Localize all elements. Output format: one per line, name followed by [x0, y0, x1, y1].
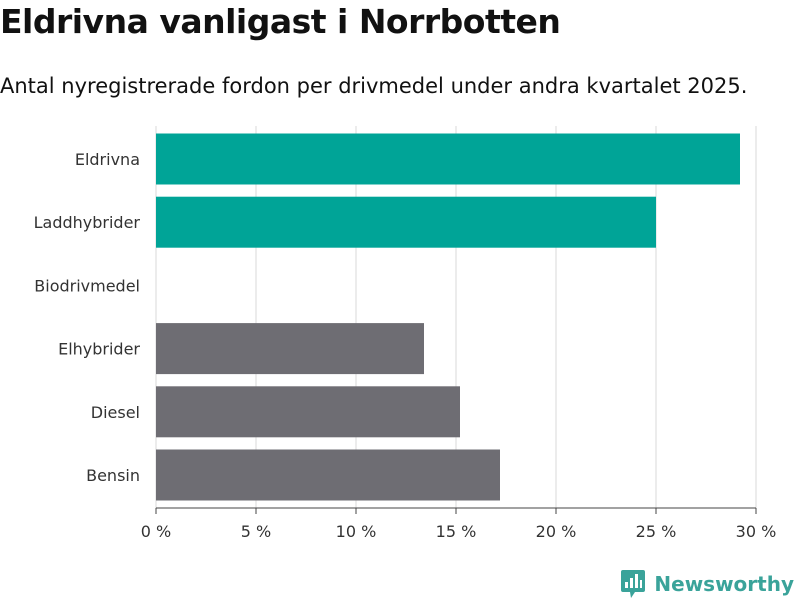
brand-logo: Newsworthy: [620, 568, 794, 600]
category-labels: Eldrivna Laddhybrider Biodrivmedel Elhybrid…: [34, 150, 141, 485]
x-tick-label: 20 %: [536, 522, 577, 541]
bar-bensin: [156, 449, 500, 501]
x-tick-label: 5 %: [241, 522, 271, 541]
bar-diesel: [156, 386, 460, 438]
x-axis: 0 % 5 % 10 % 15 % 20 % 25 % 30 %: [141, 507, 777, 541]
x-tick-label: 0 %: [141, 522, 171, 541]
chart-title: Eldrivna vanligast i Norrbotten: [0, 2, 561, 41]
category-label: Diesel: [91, 403, 140, 422]
x-tick-label: 10 %: [336, 522, 377, 541]
x-tick-label: 25 %: [636, 522, 677, 541]
newsworthy-logo-icon: [621, 570, 646, 598]
bar-laddhybrider: [156, 196, 656, 248]
category-label: Biodrivmedel: [34, 276, 140, 295]
gridlines: [155, 126, 757, 508]
category-label: Laddhybrider: [34, 213, 141, 232]
bar-eldrivna: [156, 133, 740, 185]
bar-elhybrider: [156, 323, 424, 375]
x-tick-label: 30 %: [736, 522, 777, 541]
category-label: Elhybrider: [58, 340, 140, 359]
brand-name: Newsworthy: [654, 572, 794, 596]
category-label: Bensin: [86, 466, 140, 485]
category-label: Eldrivna: [75, 150, 140, 169]
chart-subtitle: Antal nyregistrerade fordon per drivmede…: [0, 74, 748, 98]
x-tick-label: 15 %: [436, 522, 477, 541]
bars: [156, 133, 740, 501]
